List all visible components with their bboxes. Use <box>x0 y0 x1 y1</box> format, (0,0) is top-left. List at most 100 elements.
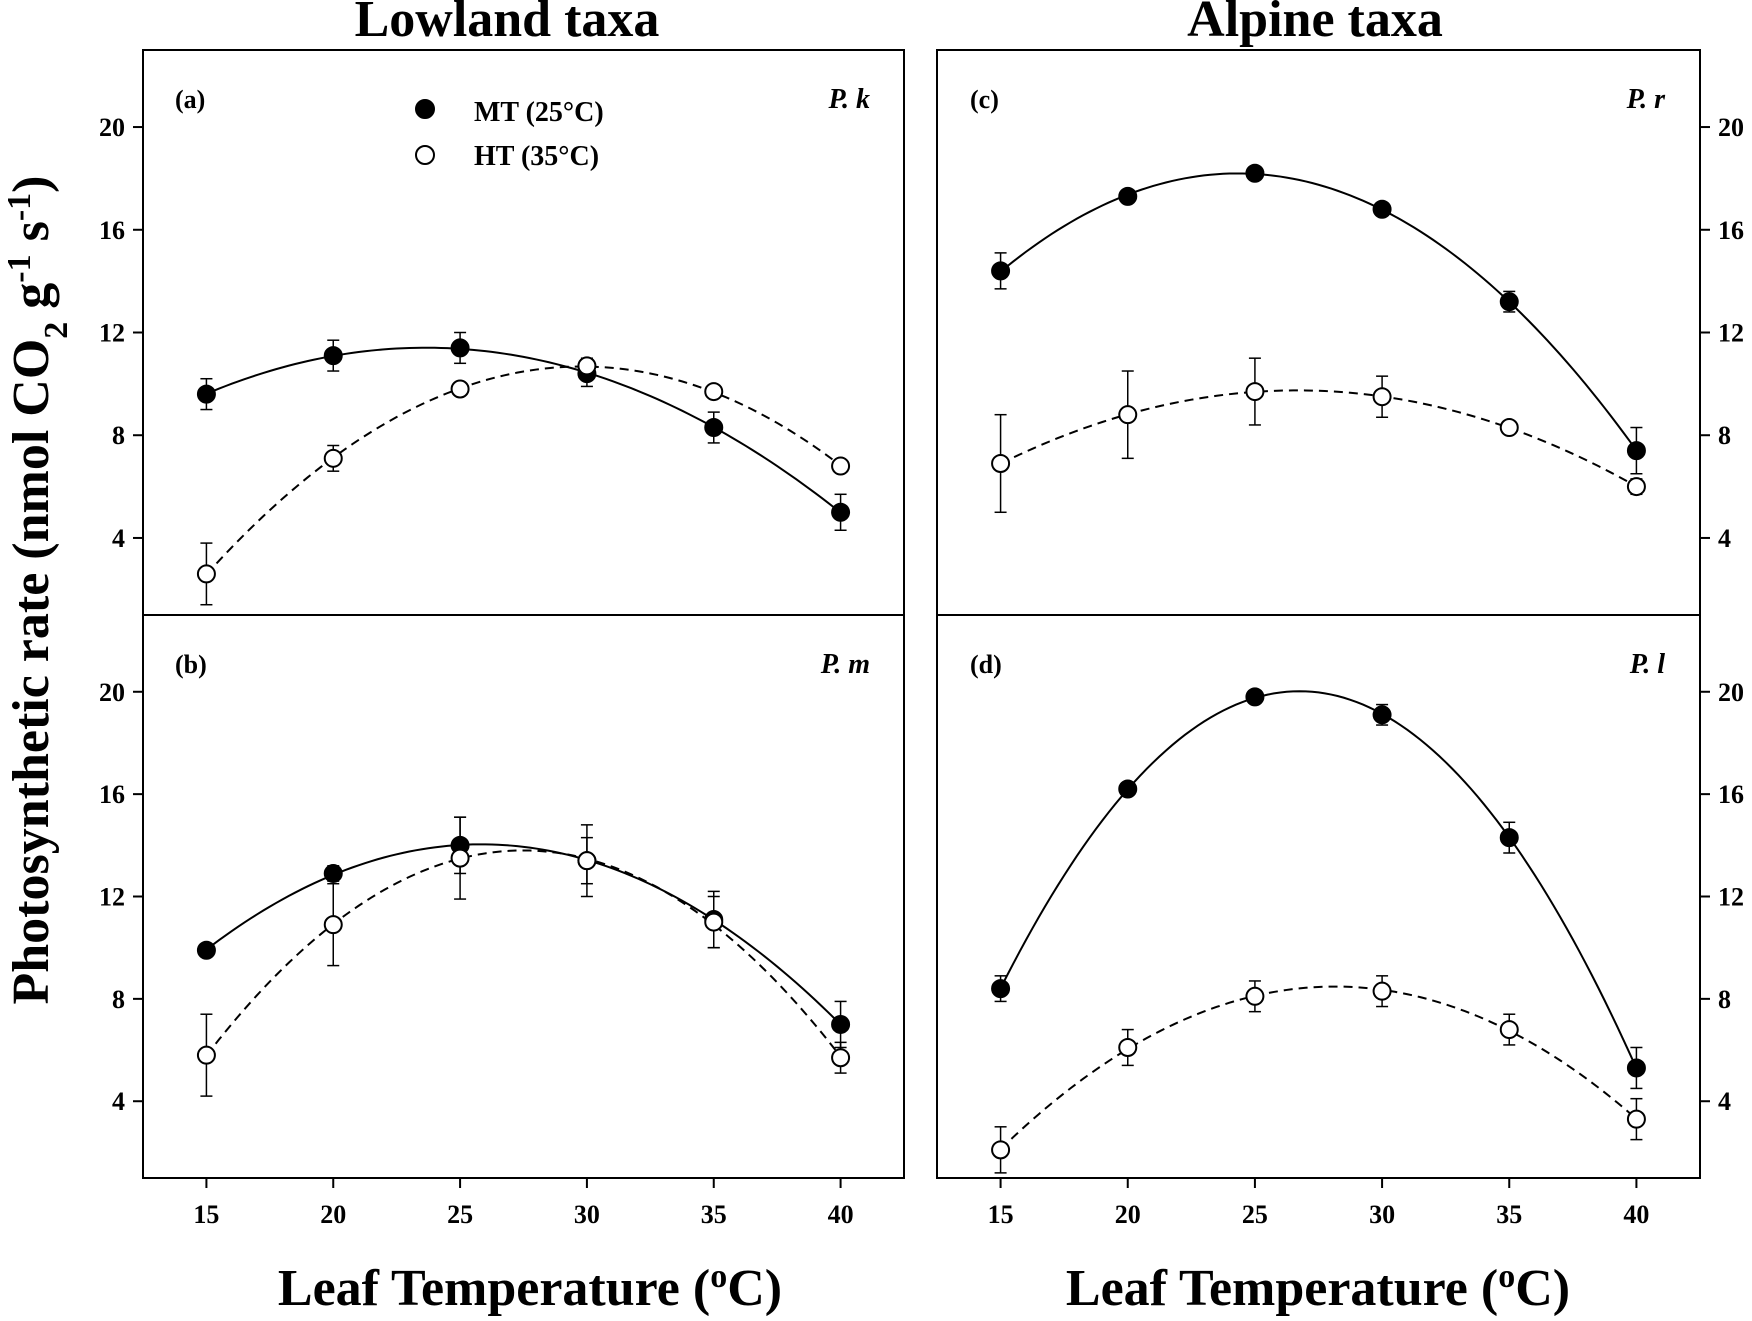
data-point <box>1372 199 1392 219</box>
data-point <box>1245 687 1265 707</box>
data-point <box>323 863 343 883</box>
y-tick-label: 20 <box>1718 678 1744 707</box>
series-ht <box>196 356 851 606</box>
y-tick-label: 16 <box>1718 780 1744 809</box>
data-point <box>1626 1109 1646 1129</box>
x-tick-label: 25 <box>447 1200 473 1229</box>
y-tick-label: 12 <box>1718 883 1744 912</box>
column-title-lowland: Lowland taxa <box>355 0 660 48</box>
plot-frame <box>936 49 1701 616</box>
column-title-alpine: Alpine taxa <box>1187 0 1443 48</box>
data-point <box>450 338 470 358</box>
data-point <box>1118 186 1138 206</box>
data-point <box>577 851 597 871</box>
series-ht <box>991 975 1646 1174</box>
data-point <box>704 418 724 438</box>
data-point <box>196 1045 216 1065</box>
data-point <box>1372 387 1392 407</box>
legend-marker-mt <box>415 99 435 119</box>
data-point <box>1626 441 1646 461</box>
y-tick-label: 16 <box>99 216 125 245</box>
legend-marker-ht <box>415 145 435 165</box>
x-axis-label-left: Leaf Temperature (oC) <box>278 1258 782 1318</box>
plot-frame <box>142 614 905 1179</box>
data-point <box>196 564 216 584</box>
data-point <box>1118 405 1138 425</box>
fit-curve <box>999 172 1638 451</box>
y-tick-label: 8 <box>1718 985 1731 1014</box>
y-tick-label: 8 <box>112 421 125 450</box>
series-mt <box>196 816 851 1049</box>
data-point <box>323 915 343 935</box>
data-point <box>1118 779 1138 799</box>
panel-letter: (a) <box>175 85 205 114</box>
panels: 4 8 12 16 20 (a) P. k 4 8 12 16 20 15 20 25 30 35 40 (b) P.… <box>99 49 1744 1229</box>
y-tick-label: 8 <box>1718 421 1731 450</box>
data-point <box>1499 1020 1519 1040</box>
x-axis-label-right: Leaf Temperature (oC) <box>1066 1258 1570 1318</box>
panel-c: 4 8 12 16 20 (c) P. r <box>936 49 1744 616</box>
panel-letter: (b) <box>175 650 207 679</box>
data-point <box>1372 705 1392 725</box>
y-tick-label: 20 <box>99 678 125 707</box>
y-tick-label: 20 <box>1718 113 1744 142</box>
fit-curve <box>205 843 842 1026</box>
species-label: P. r <box>1626 84 1666 115</box>
fit-curve <box>205 849 842 1058</box>
y-tick-label: 4 <box>112 524 125 553</box>
data-point <box>1245 163 1265 183</box>
panel-a: 4 8 12 16 20 (a) P. k <box>99 49 905 616</box>
fit-curve <box>206 346 842 514</box>
series-ht <box>196 816 851 1097</box>
data-point <box>831 1014 851 1034</box>
fit-curve <box>1000 389 1637 488</box>
y-tick-label: 20 <box>99 113 125 142</box>
y-tick-label: 4 <box>1718 524 1731 553</box>
panel-letter: (c) <box>970 85 999 114</box>
data-point <box>1245 986 1265 1006</box>
legend-label-mt: MT (25°C) <box>474 97 604 128</box>
data-point <box>704 382 724 402</box>
data-point <box>991 453 1011 473</box>
data-point <box>1626 1058 1646 1078</box>
data-point <box>704 912 724 932</box>
data-point <box>1118 1037 1138 1057</box>
data-point <box>323 346 343 366</box>
x-tick-label: 35 <box>1496 1200 1522 1229</box>
panel-letter: (d) <box>970 650 1002 679</box>
y-axis-label: Photosynthetic rate (nmol CO2 g-1 s-1) <box>1 175 75 1004</box>
x-tick-label: 20 <box>320 1200 346 1229</box>
data-point <box>1626 477 1646 497</box>
data-point <box>196 384 216 404</box>
y-tick-label: 4 <box>112 1087 125 1116</box>
legend: MT (25°C) HT (35°C) <box>415 97 604 172</box>
panel-d: 4 8 12 16 20 15 20 25 30 35 40 (d) P. l <box>936 614 1744 1229</box>
data-point <box>991 261 1011 281</box>
data-point <box>991 1140 1011 1160</box>
data-point <box>323 448 343 468</box>
data-point <box>450 848 470 868</box>
x-tick-label: 30 <box>574 1200 600 1229</box>
x-tick-label: 25 <box>1242 1200 1268 1229</box>
y-tick-label: 12 <box>1718 319 1744 348</box>
data-point <box>1499 292 1519 312</box>
species-label: P. l <box>1629 649 1665 680</box>
x-tick-label: 30 <box>1369 1200 1395 1229</box>
data-point <box>1499 418 1519 438</box>
x-tick-label: 40 <box>828 1200 854 1229</box>
y-tick-label: 16 <box>99 780 125 809</box>
data-point <box>196 940 216 960</box>
data-point <box>450 379 470 399</box>
data-point <box>831 1048 851 1068</box>
fit-curve <box>999 690 1638 1069</box>
species-label: P. k <box>828 84 871 115</box>
data-point <box>577 356 597 376</box>
data-point <box>1372 981 1392 1001</box>
series-mt <box>991 687 1646 1090</box>
species-label: P. m <box>820 649 870 680</box>
plot-frame <box>142 49 905 616</box>
panel-b: 4 8 12 16 20 15 20 25 30 35 40 (b) P. m <box>99 614 905 1229</box>
data-point <box>991 979 1011 999</box>
x-tick-label: 15 <box>193 1200 219 1229</box>
